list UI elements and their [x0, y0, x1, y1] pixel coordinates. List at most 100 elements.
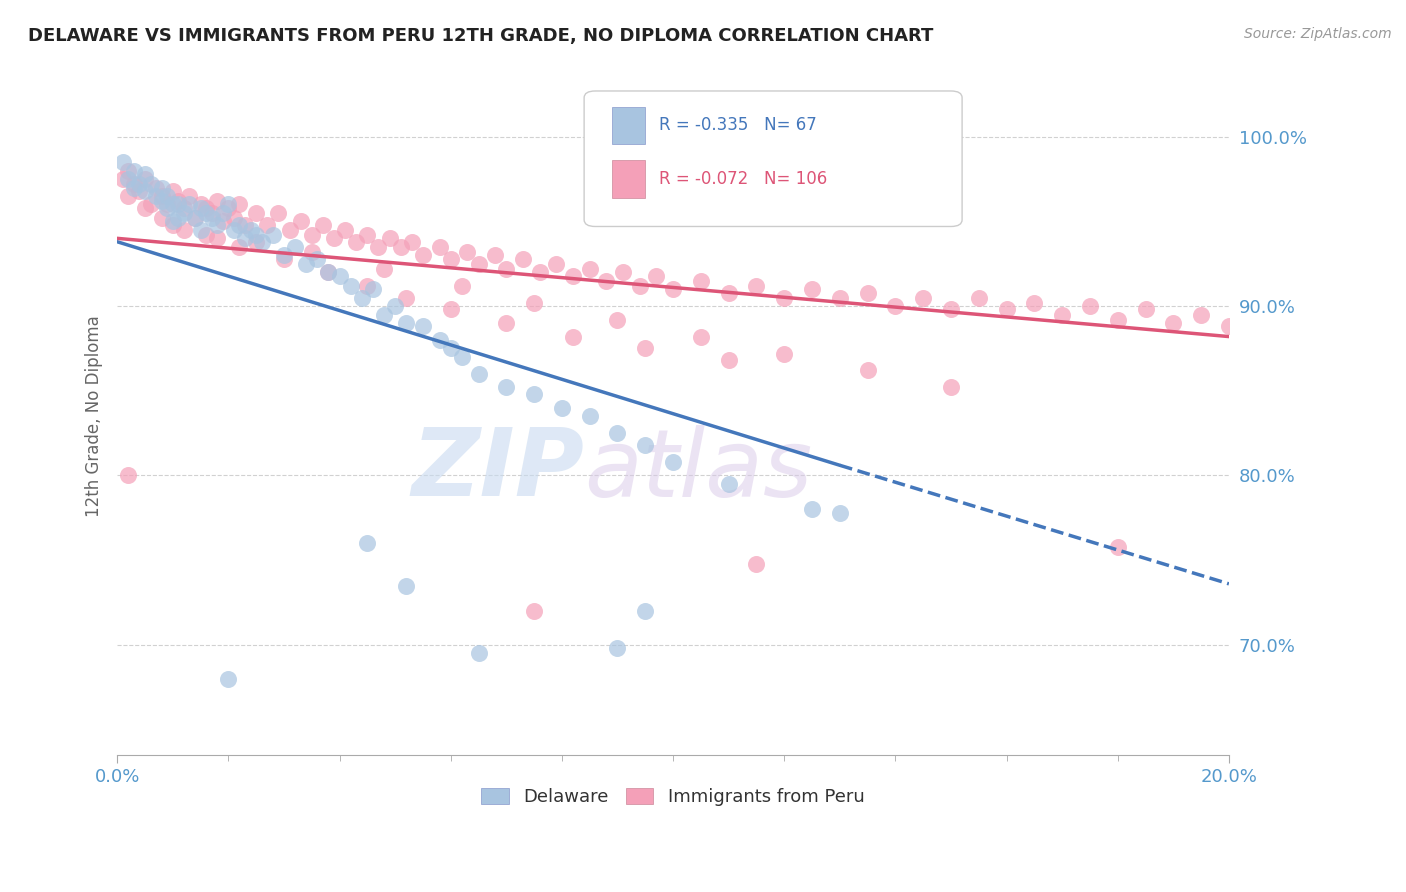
Point	[562, 329, 585, 343]
Point	[967, 291, 990, 305]
Point	[856, 363, 879, 377]
Point	[239, 223, 262, 237]
Point	[217, 201, 239, 215]
Point	[122, 180, 145, 194]
FancyBboxPatch shape	[612, 161, 645, 198]
Point	[856, 285, 879, 300]
Point	[173, 223, 195, 237]
Point	[217, 672, 239, 686]
Point	[429, 333, 451, 347]
Text: R = -0.335   N= 67: R = -0.335 N= 67	[658, 117, 817, 135]
Point	[162, 184, 184, 198]
Point	[278, 223, 301, 237]
Point	[312, 218, 335, 232]
Point	[228, 197, 250, 211]
Point	[717, 353, 740, 368]
Point	[367, 240, 389, 254]
Point	[139, 177, 162, 191]
Point	[495, 316, 517, 330]
Text: Source: ZipAtlas.com: Source: ZipAtlas.com	[1244, 27, 1392, 41]
Point	[1189, 308, 1212, 322]
Point	[184, 211, 207, 225]
Text: atlas: atlas	[583, 425, 813, 516]
Point	[689, 274, 711, 288]
Point	[290, 214, 312, 228]
Point	[145, 189, 167, 203]
Point	[328, 268, 350, 283]
Point	[662, 282, 685, 296]
Point	[606, 312, 628, 326]
Point	[512, 252, 534, 266]
Point	[211, 206, 233, 220]
Point	[190, 201, 212, 215]
Point	[1024, 295, 1046, 310]
Point	[440, 302, 463, 317]
Point	[378, 231, 401, 245]
Point	[190, 223, 212, 237]
Point	[207, 194, 229, 208]
Point	[939, 302, 962, 317]
Point	[301, 227, 323, 242]
Point	[412, 319, 434, 334]
Point	[333, 223, 356, 237]
Point	[1135, 302, 1157, 317]
Point	[262, 227, 284, 242]
Point	[122, 177, 145, 191]
Point	[145, 180, 167, 194]
Legend: Delaware, Immigrants from Peru: Delaware, Immigrants from Peru	[474, 780, 872, 814]
Point	[350, 291, 373, 305]
Point	[245, 235, 267, 249]
Point	[395, 316, 418, 330]
Point	[134, 201, 156, 215]
Point	[717, 285, 740, 300]
Point	[912, 291, 935, 305]
Point	[201, 206, 224, 220]
Point	[1050, 308, 1073, 322]
Point	[273, 248, 295, 262]
Point	[162, 218, 184, 232]
Point	[884, 299, 907, 313]
Point	[645, 268, 668, 283]
Point	[122, 163, 145, 178]
Point	[450, 278, 472, 293]
Text: R = -0.072   N= 106: R = -0.072 N= 106	[658, 170, 827, 188]
Point	[773, 346, 796, 360]
Point	[207, 218, 229, 232]
Point	[717, 477, 740, 491]
Point	[745, 278, 768, 293]
Point	[128, 184, 150, 198]
Point	[1078, 299, 1101, 313]
Point	[195, 227, 218, 242]
Point	[267, 206, 290, 220]
Point	[195, 206, 218, 220]
Point	[828, 506, 851, 520]
Point	[245, 227, 267, 242]
Point	[529, 265, 551, 279]
Point	[1107, 540, 1129, 554]
Point	[551, 401, 574, 415]
Point	[134, 172, 156, 186]
Point	[634, 342, 657, 356]
Point	[117, 468, 139, 483]
Point	[606, 426, 628, 441]
Point	[773, 291, 796, 305]
Point	[228, 240, 250, 254]
Point	[128, 177, 150, 191]
Point	[606, 641, 628, 656]
Point	[167, 197, 190, 211]
Point	[250, 235, 273, 249]
Point	[467, 646, 489, 660]
Point	[222, 223, 245, 237]
Point	[395, 578, 418, 592]
Point	[745, 557, 768, 571]
Point	[801, 502, 824, 516]
Point	[139, 197, 162, 211]
Point	[373, 308, 395, 322]
Point	[361, 282, 384, 296]
Point	[179, 189, 201, 203]
Point	[273, 252, 295, 266]
Point	[318, 265, 340, 279]
Point	[111, 172, 134, 186]
Point	[156, 197, 179, 211]
Point	[222, 211, 245, 225]
